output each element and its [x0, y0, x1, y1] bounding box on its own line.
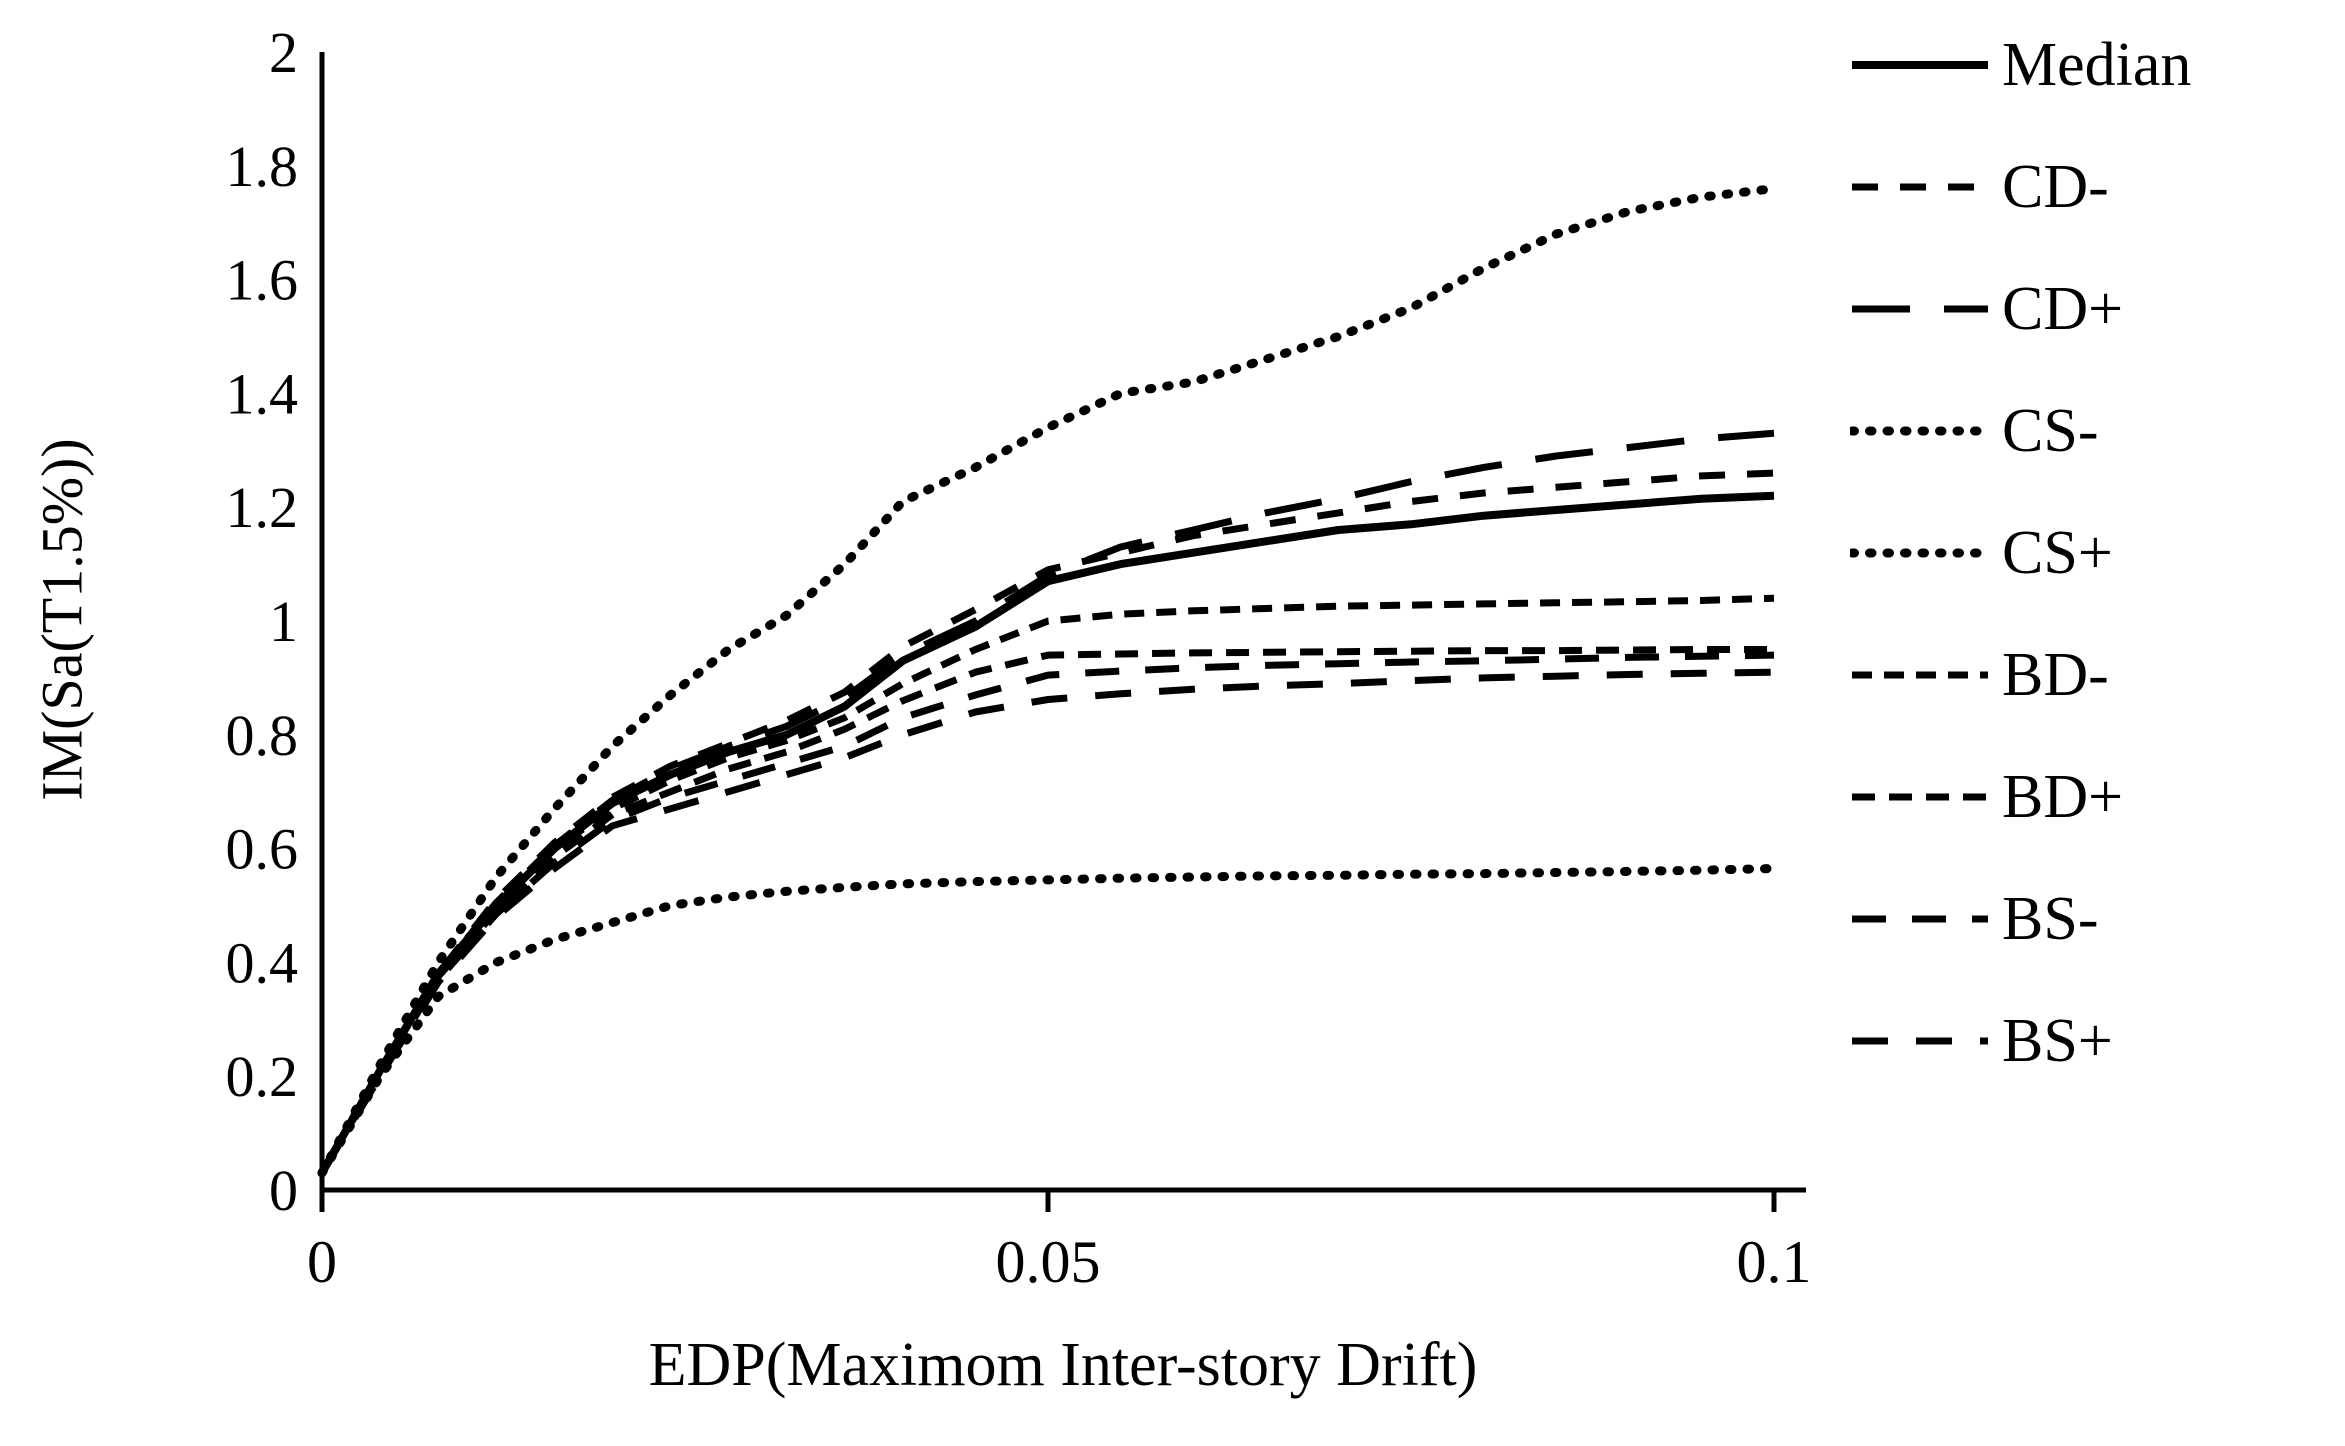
- legend-entry: BD-: [1850, 614, 2191, 736]
- series-line-cdplus: [318, 429, 1775, 1175]
- x-tick-label: 0: [307, 1229, 337, 1295]
- legend-entry: BS+: [1850, 980, 2191, 1102]
- legend-entry: CD-: [1850, 126, 2191, 248]
- legend-entry: BD+: [1850, 736, 2191, 858]
- axis-ticks: [319, 1190, 1777, 1212]
- legend-label: CS+: [2002, 518, 2113, 587]
- x-tick-label: 0.1: [1737, 1229, 1812, 1295]
- series-line-bdminus: [318, 594, 1775, 1175]
- legend-label: BS+: [2002, 1006, 2113, 1075]
- y-tick-label: 0.8: [226, 703, 299, 768]
- y-tick-label: 1.8: [226, 134, 299, 199]
- legend-label: BD+: [2002, 762, 2124, 831]
- legend-entry: CS-: [1850, 370, 2191, 492]
- legend-line-swatch: [1852, 1037, 1988, 1045]
- legend-line-swatch: [1850, 426, 1990, 436]
- legend-line-swatch: [1852, 671, 1988, 679]
- legend-entry: Median: [1850, 4, 2191, 126]
- legend-line-swatch: [1850, 548, 1990, 558]
- y-axis-title: IM(Sa(T1.5%)): [29, 438, 95, 801]
- legend-line-swatch: [1852, 793, 1988, 801]
- legend-entry: CS+: [1850, 492, 2191, 614]
- plot-series: [317, 184, 1779, 1178]
- legend-line-swatch: [1852, 305, 1988, 313]
- legend-line-swatch: [1852, 61, 1988, 69]
- axes: [319, 52, 1806, 1212]
- legend-label: CD-: [2002, 152, 2109, 221]
- series-line-bdplus: [318, 646, 1774, 1175]
- y-tick-label: 0.2: [226, 1044, 299, 1109]
- y-tick-label: 0.6: [226, 817, 299, 882]
- legend-entry: BS-: [1850, 858, 2191, 980]
- legend-line-swatch: [1852, 183, 1988, 191]
- legend-line-swatch: [1852, 915, 1988, 923]
- y-tick-label: 1.2: [226, 475, 299, 540]
- legend: Median CD- CD+ CS- CS+ BD- BD+ BS- BS+: [1850, 4, 2191, 1102]
- legend-label: CD+: [2002, 274, 2124, 343]
- legend-label: BD-: [2002, 640, 2109, 709]
- y-tick-label: 1.6: [226, 248, 299, 313]
- x-tick-label: 0.05: [996, 1229, 1101, 1295]
- y-tick-label: 0: [269, 1158, 298, 1223]
- y-tick-label: 0.4: [226, 930, 299, 995]
- y-tick-label: 1.4: [226, 361, 299, 426]
- axis-tick-labels: 0 0.2 0.4 0.6 0.8 1 1.2 1.4 1.6 1.8 2 0 0.05 0.1: [226, 20, 1812, 1295]
- legend-label: Median: [2002, 30, 2192, 99]
- series-line-csminus: [317, 184, 1779, 1178]
- legend-label: BS-: [2002, 884, 2099, 953]
- series-line-bsminus: [318, 651, 1775, 1175]
- legend-label: CS-: [2002, 396, 2099, 465]
- series-line-median: [318, 491, 1775, 1175]
- y-tick-label: 2: [269, 20, 298, 85]
- x-axis-title: EDP(Maximom Inter-story Drift): [648, 1331, 1478, 1399]
- series-line-csplus: [317, 864, 1779, 1178]
- legend-entry: CD+: [1850, 248, 2191, 370]
- y-tick-label: 1: [269, 589, 298, 654]
- series-line-cdminus: [318, 469, 1775, 1175]
- series-line-bsplus: [318, 668, 1775, 1175]
